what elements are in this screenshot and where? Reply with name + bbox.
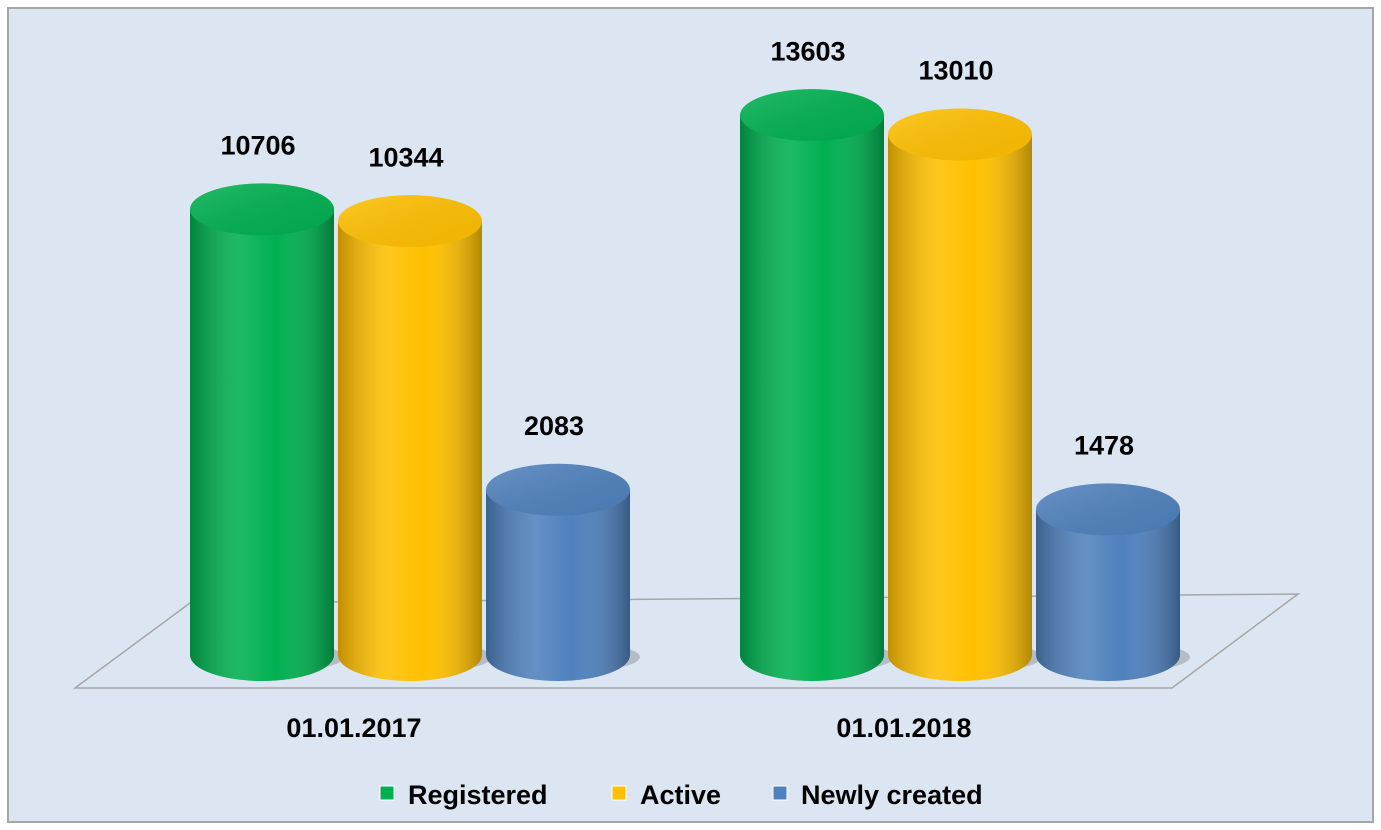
legend-label: Active <box>640 780 721 810</box>
x-tick-label: 01.01.2018 <box>836 713 971 743</box>
legend-swatch <box>772 785 788 801</box>
bar-shading <box>190 209 334 682</box>
data-label: 2083 <box>524 411 584 441</box>
data-label: 1478 <box>1074 431 1134 461</box>
bar-top-shading <box>338 195 482 248</box>
data-label: 13010 <box>918 56 993 86</box>
bar-top-shading <box>486 463 630 516</box>
data-label: 13603 <box>770 36 845 66</box>
bar-shading <box>486 489 630 681</box>
bar-top-shading <box>1036 483 1180 536</box>
bar-shading <box>1036 509 1180 681</box>
bar-top-shading <box>740 89 884 142</box>
bar-shading <box>338 221 482 681</box>
legend-label: Newly created <box>801 780 983 810</box>
legend-label: Registered <box>408 780 548 810</box>
bar-top-shading <box>888 108 1032 161</box>
legend-swatch <box>611 785 627 801</box>
data-label: 10344 <box>368 142 443 172</box>
bar-top-shading <box>190 183 334 236</box>
bar-shading <box>740 115 884 682</box>
bar-shading <box>888 134 1032 681</box>
floor <box>72 593 1301 689</box>
x-tick-label: 01.01.2017 <box>286 713 421 743</box>
legend-swatch <box>379 785 395 801</box>
data-label: 10706 <box>220 130 295 160</box>
